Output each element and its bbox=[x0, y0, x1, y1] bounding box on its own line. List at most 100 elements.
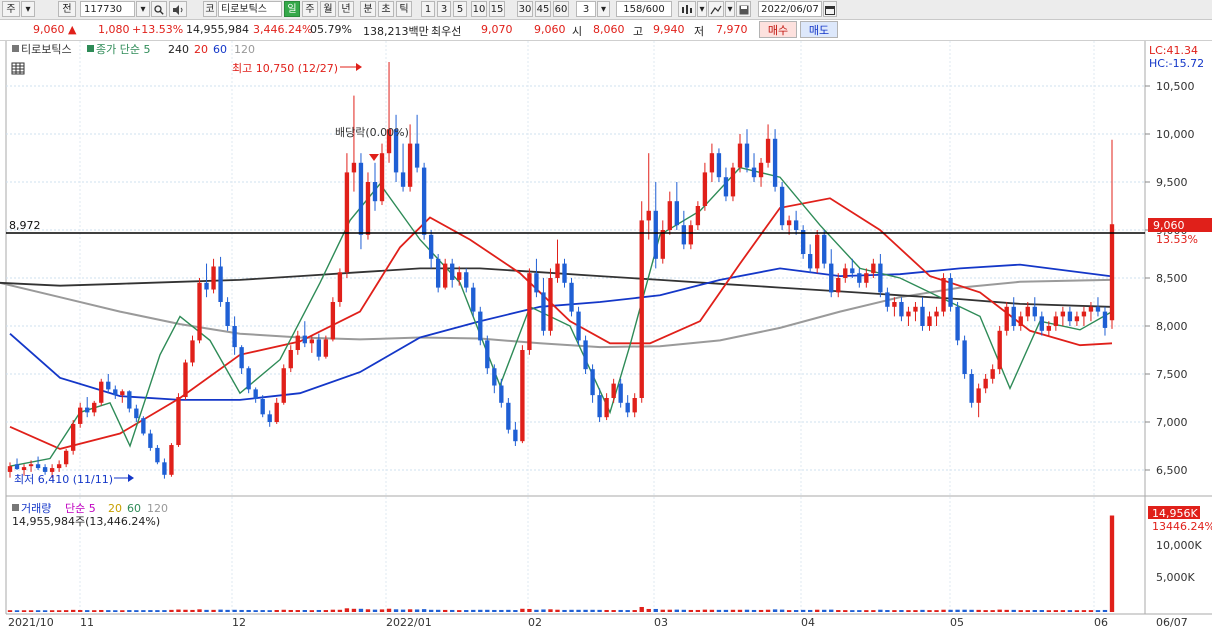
candle-body bbox=[1095, 306, 1101, 312]
volume-bar bbox=[471, 609, 476, 612]
candle-body bbox=[471, 287, 476, 312]
interval-3[interactable]: 3 bbox=[437, 1, 451, 17]
market-selector[interactable]: 주 bbox=[2, 1, 20, 17]
interval-30[interactable]: 30 bbox=[517, 1, 533, 17]
bid-price: 9,060 bbox=[534, 23, 566, 36]
dropdown-arrow-icon[interactable]: ▾ bbox=[697, 1, 707, 17]
vol-last-label: 14,956K bbox=[1152, 507, 1198, 520]
interval-60[interactable]: 60 bbox=[553, 1, 569, 17]
interval-10[interactable]: 10 bbox=[471, 1, 487, 17]
candle-body bbox=[751, 167, 757, 178]
volume-bar bbox=[155, 610, 160, 612]
calendar-icon[interactable] bbox=[823, 1, 837, 17]
tab-day[interactable]: 일 bbox=[284, 1, 300, 17]
volume-bar bbox=[372, 609, 378, 612]
sell-button[interactable]: 매도 bbox=[800, 21, 838, 38]
candle-body bbox=[822, 234, 827, 264]
volume-bar bbox=[583, 609, 588, 612]
volume-bar bbox=[829, 609, 834, 612]
candle-body bbox=[688, 225, 694, 245]
candle-body bbox=[836, 278, 841, 293]
volume-bar bbox=[548, 609, 553, 612]
open-label: 시 bbox=[572, 25, 583, 38]
volume-bar bbox=[358, 608, 364, 612]
volume-bar bbox=[772, 609, 778, 612]
y-tick-label: 10,000 bbox=[1156, 128, 1195, 141]
candle-body bbox=[723, 177, 729, 197]
vol-legend-ma60: 60 bbox=[127, 502, 141, 515]
speaker-icon[interactable] bbox=[169, 1, 187, 17]
candle-body bbox=[527, 273, 532, 350]
interval-input[interactable]: 3 bbox=[576, 1, 596, 17]
tab-second[interactable]: 초 bbox=[378, 1, 394, 17]
volume-bar bbox=[1004, 609, 1009, 612]
candle-body bbox=[127, 391, 132, 409]
candle-body bbox=[42, 467, 48, 472]
volume-bar bbox=[386, 608, 392, 612]
candle-body bbox=[927, 316, 932, 326]
volume-bar bbox=[274, 610, 279, 612]
chart-tool-icon[interactable] bbox=[678, 1, 696, 17]
priority-label: 최우선 bbox=[431, 25, 462, 38]
volume-bar bbox=[1011, 609, 1016, 612]
volume-bar bbox=[758, 609, 764, 612]
interval-5[interactable]: 5 bbox=[453, 1, 467, 17]
interval-45[interactable]: 45 bbox=[535, 1, 551, 17]
volume-bar bbox=[906, 610, 911, 612]
interval-dropdown-arrow[interactable]: ▾ bbox=[597, 1, 610, 17]
search-icon[interactable] bbox=[151, 1, 167, 17]
candle-body bbox=[1032, 306, 1037, 317]
interval-15[interactable]: 15 bbox=[489, 1, 505, 17]
dropdown-arrow-icon-2[interactable]: ▾ bbox=[725, 1, 735, 17]
candle-body bbox=[583, 340, 588, 370]
candle-body bbox=[1074, 316, 1080, 322]
candle-body bbox=[681, 225, 687, 245]
candle-body bbox=[492, 368, 497, 386]
grid-menu-icon[interactable] bbox=[11, 62, 25, 75]
vol-legend-name: 거래량 bbox=[21, 502, 51, 515]
candle-body bbox=[1046, 326, 1052, 331]
candle-body bbox=[857, 273, 862, 283]
candle-body bbox=[555, 263, 560, 278]
candle-body bbox=[295, 335, 300, 350]
stock-code-input[interactable]: 117730 bbox=[80, 1, 135, 17]
volume-bar bbox=[253, 610, 258, 612]
candle-body bbox=[316, 339, 322, 357]
candle-body bbox=[793, 220, 799, 230]
market-dropdown-arrow[interactable]: ▾ bbox=[21, 1, 35, 17]
prev-button[interactable]: 전 bbox=[58, 1, 76, 17]
candle-body bbox=[569, 282, 574, 312]
tab-tick[interactable]: 틱 bbox=[396, 1, 412, 17]
date-field[interactable]: 2022/06/07 bbox=[758, 1, 822, 17]
volume-bar bbox=[435, 609, 441, 612]
crosshair-icon[interactable] bbox=[708, 1, 724, 17]
volume-bar bbox=[400, 609, 406, 612]
tab-year[interactable]: 년 bbox=[338, 1, 354, 17]
volume-bar bbox=[42, 610, 48, 612]
candle-body bbox=[1102, 311, 1108, 328]
tab-week[interactable]: 주 bbox=[302, 1, 318, 17]
tab-month[interactable]: 월 bbox=[320, 1, 336, 17]
candle-body bbox=[274, 402, 279, 422]
high-price: 9,940 bbox=[653, 23, 685, 36]
count-field[interactable]: 158/600 bbox=[616, 1, 672, 17]
volume-bar bbox=[113, 610, 118, 612]
volume-bar bbox=[141, 610, 146, 612]
save-icon[interactable] bbox=[736, 1, 751, 17]
volume-bar bbox=[148, 610, 153, 612]
candle-body bbox=[955, 306, 960, 341]
volume-bar bbox=[604, 609, 609, 612]
volume-bar bbox=[49, 610, 55, 612]
stock-name-field[interactable]: 티로보틱스 bbox=[218, 1, 282, 17]
candle-body bbox=[597, 395, 602, 418]
interval-1[interactable]: 1 bbox=[421, 1, 435, 17]
vol-legend-ma20: 20 bbox=[108, 502, 122, 515]
buy-button[interactable]: 매수 bbox=[759, 21, 797, 38]
code-dropdown-arrow[interactable]: ▾ bbox=[136, 1, 150, 17]
candle-body bbox=[1053, 316, 1059, 326]
volume-bar bbox=[120, 610, 125, 612]
stock-chart[interactable]: 10,50010,0009,5009,0008,5008,0007,5007,0… bbox=[0, 41, 1212, 629]
volume-bar bbox=[1060, 610, 1066, 612]
tab-minute[interactable]: 분 bbox=[360, 1, 376, 17]
volume-bar bbox=[225, 609, 230, 612]
